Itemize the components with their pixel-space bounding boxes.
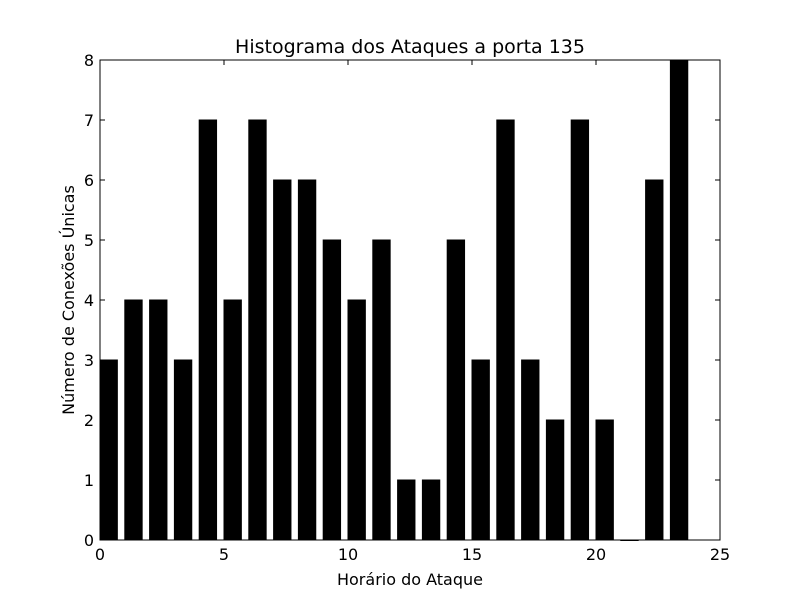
bar-hour-6 [248,119,267,541]
bar-hour-15 [471,359,490,541]
y-axis-title: Número de Conexões Únicas [59,185,78,415]
bar-hour-0 [99,359,118,541]
chart-title: Histograma dos Ataques a porta 135 [235,36,585,58]
x-tick-label: 10 [338,545,358,564]
bar-hour-8 [297,179,317,541]
bar-hour-14 [446,239,466,541]
x-tick-label: 0 [95,545,105,564]
bar-hour-1 [124,299,143,541]
y-tick-label: 0 [84,531,94,550]
bar-hour-22 [645,179,664,541]
y-tick-label: 4 [84,291,94,310]
bar-hour-13 [421,479,441,541]
bar-hour-7 [273,179,292,541]
bar-hour-9 [322,239,342,541]
bar-hour-23 [669,59,689,541]
bar-hour-19 [570,119,590,541]
bar-hour-4 [198,119,218,541]
bar-hour-3 [173,359,193,541]
x-tick-label: 25 [710,545,730,564]
y-tick-label: 3 [84,351,94,370]
bar-hour-17 [521,359,540,541]
bar-hour-20 [595,419,614,541]
bar-hour-12 [397,479,416,541]
x-tick-label: 5 [219,545,229,564]
bar-hour-16 [496,119,515,541]
y-tick-label: 5 [84,231,94,250]
y-tick-label: 2 [84,411,94,430]
x-axis-title: Horário do Ataque [337,570,483,589]
y-tick-label: 1 [84,471,94,490]
bar-hour-5 [223,299,242,541]
ticks-group: 0 5 10 15 20 25 0 1 2 3 4 5 6 7 8 [84,51,730,564]
plot-frame [99,59,721,541]
y-tick-label: 8 [84,51,94,70]
y-tick-label: 6 [84,171,94,190]
bars-group [99,59,689,541]
y-tick-label: 7 [84,111,94,130]
bar-hour-2 [149,299,168,541]
bar-hour-18 [545,419,565,541]
bar-hour-11 [372,239,391,541]
x-tick-label: 15 [462,545,482,564]
bar-hour-10 [347,299,366,541]
x-tick-label: 20 [586,545,606,564]
